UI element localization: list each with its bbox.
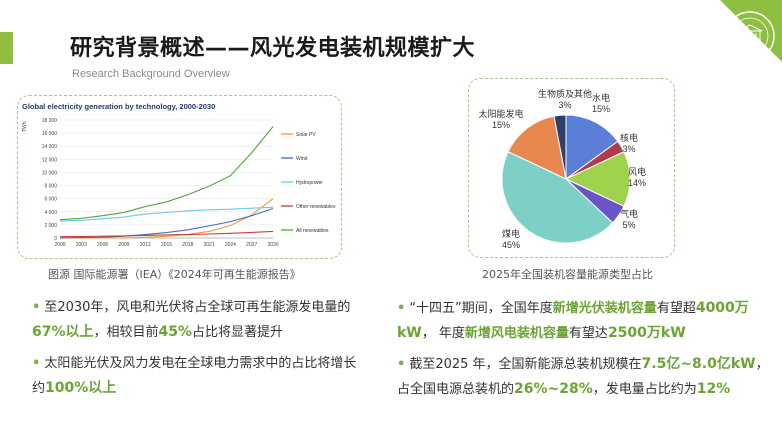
- bullet-left-1: • 至2030年，风电和光伏将占全球可再生能源发电量的 67%以上，相较目前45%占…: [32, 296, 362, 345]
- slice-label: 核电: [620, 132, 638, 143]
- series-line-wind: [59, 207, 274, 239]
- series-line-hydropower: [59, 206, 274, 222]
- y-tick-label: 8 000: [44, 184, 57, 190]
- bullet-text: 太阳能光伏及风力发电在全球电力需求中的占比将增长约: [32, 356, 357, 396]
- y-tick-label: 14 000: [42, 144, 58, 150]
- bullet-text: ，相较目前: [93, 325, 159, 340]
- bullet-right-2: • 截至2025 年，全国新能源总装机规模在7.5亿~8.0亿kW，占全国电源总装…: [397, 352, 769, 402]
- line-chart-panel: Global electricity generation by technol…: [17, 95, 342, 259]
- highlight-value: 45%: [158, 324, 193, 340]
- y-tick-label: 4 000: [44, 210, 57, 216]
- bullet-dot-icon: •: [32, 356, 41, 371]
- slice-value: 3%: [558, 100, 571, 110]
- x-tick-label: 2018: [182, 242, 193, 248]
- y-tick-label: 6 000: [44, 197, 57, 203]
- bullet-text: ，占全国电源总装机的: [397, 357, 769, 397]
- y-tick-label: 2 000: [44, 223, 57, 229]
- corner-decoration: [720, 0, 782, 62]
- bullet-right-1: • “十四五”期间，全国年度新增光伏装机容量有望超4000万kW， 年度新增风电装…: [397, 296, 769, 346]
- y-tick-label: 0: [54, 236, 57, 242]
- legend-label: Wind: [296, 156, 308, 162]
- bullet-dot-icon: •: [397, 301, 406, 316]
- bullet-text: ，发电量占比约为: [592, 382, 697, 397]
- slice-label: 风电: [628, 166, 646, 177]
- legend-label: All renewables: [296, 228, 329, 234]
- bullet-text: ， 年度: [421, 326, 465, 341]
- bullet-text: “十四五”期间，全国年度: [409, 301, 553, 316]
- slice-label: 太阳能发电: [478, 108, 523, 119]
- y-tick-label: 16 000: [42, 131, 58, 137]
- x-tick-label: 2012: [140, 242, 151, 248]
- slice-value: 14%: [628, 178, 646, 188]
- y-axis-label: TWh: [22, 121, 28, 132]
- x-tick-label: 2021: [204, 242, 215, 248]
- series-line-solar-pv: [60, 198, 274, 239]
- page-subtitle: Research Background Overview: [72, 68, 230, 80]
- series-line-all-renewables: [59, 126, 274, 221]
- legend-label: Hydropower: [296, 180, 323, 186]
- x-tick-label: 2009: [118, 242, 129, 248]
- slice-value: 3%: [622, 144, 635, 154]
- highlight-value: 4000万kW: [397, 300, 749, 341]
- series-line-other-renewables: [59, 230, 274, 238]
- slice-value: 45%: [502, 240, 520, 250]
- pie-slice: [507, 115, 567, 180]
- x-tick-label: 2003: [76, 242, 87, 248]
- pie-slice: [564, 151, 631, 207]
- slice-value: 15%: [492, 120, 510, 130]
- bullet-text: 有望达: [568, 326, 608, 341]
- bullet-left-2: • 太阳能光伏及风力发电在全球电力需求中的占比将增长约100%以上: [32, 352, 362, 401]
- highlight-text: 新增光伏装机容量: [552, 301, 657, 316]
- line-chart-caption: 图源 国际能源署（IEA）《2024年可再生能源报告》: [48, 268, 301, 281]
- x-tick-label: 2027: [246, 242, 257, 248]
- highlight-value: 7.5亿~8.0亿kW: [641, 356, 756, 372]
- pie-slice: [565, 114, 619, 180]
- chart-title: Global electricity generation by technol…: [22, 102, 215, 111]
- bullet-text: 有望超: [656, 301, 696, 316]
- highlight-value: 26%~28%: [514, 381, 593, 397]
- x-tick-label: 2006: [97, 242, 108, 248]
- page-title: 研究背景概述——风光发电装机规模扩大: [70, 36, 476, 61]
- slice-label: 生物质及其他: [538, 88, 592, 99]
- x-tick-label: 2030: [267, 242, 278, 248]
- legend-label: Solar PV: [296, 132, 316, 138]
- slice-value: 5%: [622, 220, 635, 230]
- highlight-value: 67%以上: [32, 324, 94, 340]
- slice-label: 水电: [592, 92, 610, 103]
- university-logo-icon: [725, 11, 775, 61]
- bullet-dot-icon: •: [32, 300, 41, 315]
- slice-value: 15%: [592, 104, 610, 114]
- bullet-text: 截至2025 年，全国新能源总装机规模在: [409, 357, 642, 372]
- highlight-value: 100%以上: [45, 380, 117, 396]
- slice-label: 煤电: [502, 228, 520, 239]
- bullet-dot-icon: •: [397, 357, 406, 372]
- slice-label: 气电: [620, 208, 638, 219]
- x-tick-label: 2000: [54, 242, 65, 248]
- y-tick-label: 12 000: [42, 157, 58, 163]
- pie-chart-caption: 2025年全国装机容量能源类型占比: [482, 268, 653, 281]
- title-accent-bar: [0, 32, 13, 64]
- highlight-text: 新增风电装机容量: [464, 326, 569, 341]
- pie-slice: [501, 151, 614, 244]
- x-tick-label: 2015: [161, 242, 172, 248]
- y-tick-label: 18 000: [42, 118, 58, 124]
- pie-chart-panel: 水电 15% 核电 3% 风电 14% 气电 5% 煤电 45% 太阳能发电 15% 生物质及其他 3%: [468, 78, 675, 258]
- line-chart: Global electricity generation by technol…: [22, 102, 336, 248]
- highlight-value: 2500万kW: [607, 325, 686, 341]
- highlight-value: 12%: [696, 381, 731, 397]
- pie-slice: [553, 114, 567, 180]
- y-tick-label: 10 000: [42, 170, 58, 176]
- x-tick-label: 2024: [225, 242, 236, 248]
- bullet-text: 占比将显著提升: [192, 325, 284, 340]
- bullet-text: 至2030年，风电和光伏将占全球可再生能源发电量的: [44, 300, 351, 315]
- legend-label: Other renewables: [296, 204, 336, 210]
